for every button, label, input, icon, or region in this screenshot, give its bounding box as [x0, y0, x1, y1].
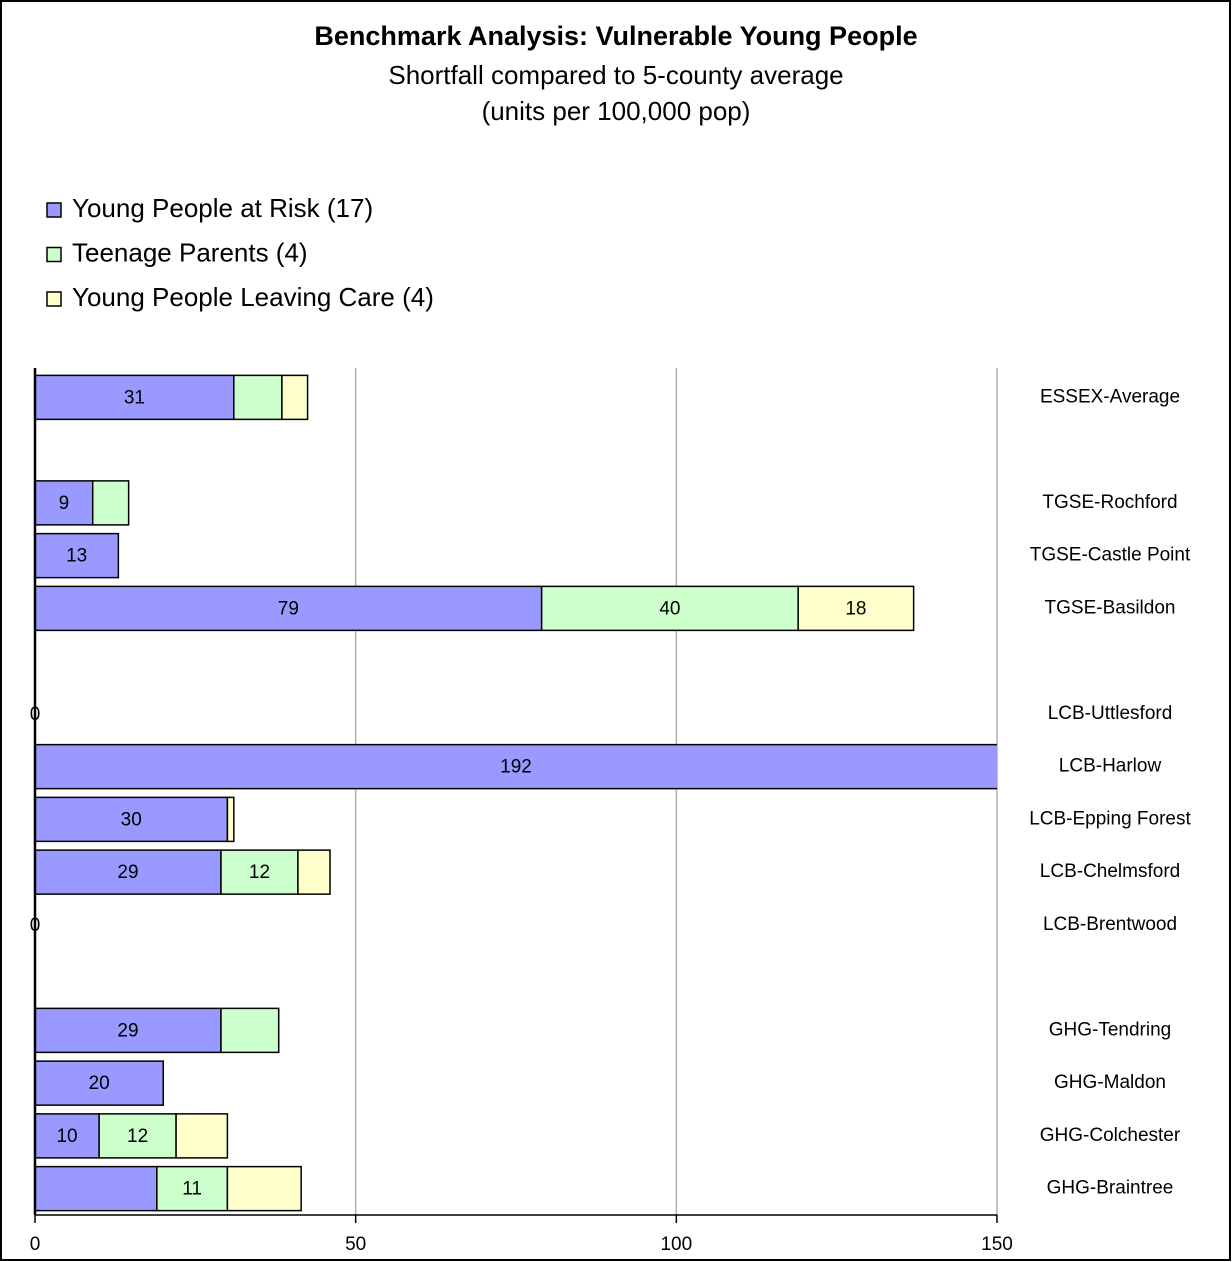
x-tick-label: 0	[30, 1234, 41, 1255]
y-tick-label: LCB-Epping Forest	[1029, 808, 1191, 829]
bar-segment	[226, 796, 235, 843]
y-tick-label: LCB-Harlow	[1059, 756, 1162, 777]
y-tick-label: LCB-Brentwood	[1043, 914, 1177, 935]
data-label: 30	[121, 809, 142, 830]
bar-segment	[35, 849, 222, 895]
x-tick-label: 100	[660, 1234, 692, 1255]
bar-segment	[797, 585, 915, 632]
bar-segment	[35, 1060, 165, 1106]
data-label: 192	[500, 757, 532, 778]
data-label: 29	[117, 1020, 138, 1041]
legend-label: Young People at Risk (17)	[72, 193, 373, 223]
y-tick-label: TGSE-Castle Point	[1030, 545, 1191, 566]
y-tick-label: LCB-Uttlesford	[1048, 703, 1173, 724]
chart-subtitle: Shortfall compared to 5-county average	[388, 60, 843, 90]
y-tick-label: GHG-Tendring	[1049, 1019, 1172, 1040]
bar-segment	[233, 374, 283, 421]
data-label: 12	[127, 1126, 148, 1147]
data-label: 11	[182, 1179, 202, 1200]
legend-swatch	[46, 202, 62, 218]
y-tick-label: TGSE-Rochford	[1042, 492, 1177, 513]
x-tick-label: 150	[981, 1234, 1013, 1255]
y-tick-label: ESSEX-Average	[1040, 386, 1180, 407]
bar-segment	[35, 532, 120, 579]
legend-swatch	[46, 291, 62, 307]
bar-segment	[220, 849, 299, 895]
bar-segment	[175, 1113, 229, 1159]
data-label: 12	[249, 862, 270, 883]
bar-segment	[226, 1165, 302, 1212]
bar-segment	[98, 1113, 177, 1159]
bar-segment	[35, 480, 94, 526]
legend-label: Teenage Parents (4)	[72, 237, 308, 267]
x-tick-label: 50	[345, 1234, 366, 1255]
y-tick-label: LCB-Chelmsford	[1040, 861, 1180, 882]
y-tick-label: TGSE-Basildon	[1045, 597, 1176, 618]
chart-title: Benchmark Analysis: Vulnerable Young Peo…	[314, 21, 917, 51]
data-label: 29	[117, 862, 138, 883]
data-label: 10	[56, 1126, 77, 1147]
bar-segment	[297, 849, 331, 895]
bar-segment	[35, 743, 997, 790]
y-tick-label: GHG-Maldon	[1054, 1072, 1166, 1093]
bar-segment	[35, 1165, 158, 1212]
data-label: 13	[66, 546, 87, 567]
overlay: Young People at Risk (17) Teenage Parents…	[30, 193, 1192, 1255]
legend-swatch	[46, 246, 62, 263]
data-label: 20	[89, 1073, 110, 1094]
bar-segment	[220, 1007, 280, 1054]
chart-subtitle: (units per 100,000 pop)	[482, 96, 751, 126]
data-label: 79	[278, 598, 299, 619]
legend-label: Young People Leaving Care (4)	[72, 282, 434, 312]
data-label: 31	[124, 387, 145, 408]
bar-segment	[281, 374, 309, 421]
data-label: 18	[845, 598, 866, 619]
data-label: 40	[659, 598, 680, 619]
y-tick-label: GHG-Braintree	[1047, 1178, 1174, 1199]
y-tick-label: GHG-Colchester	[1040, 1125, 1181, 1146]
bar-segment	[35, 374, 235, 421]
bars	[35, 374, 997, 1212]
bar-segment	[35, 796, 229, 843]
bar-segment	[91, 480, 130, 526]
data-label: 9	[59, 493, 70, 514]
